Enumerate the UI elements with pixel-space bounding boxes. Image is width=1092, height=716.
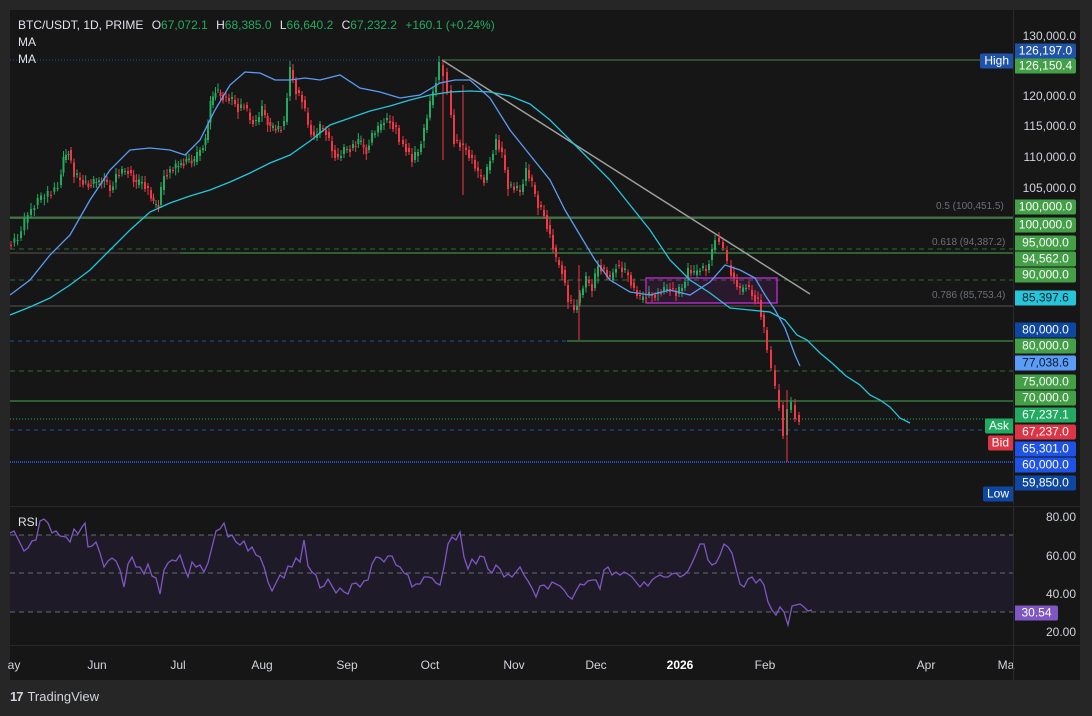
- price-tick: 115,000.0: [1023, 119, 1077, 133]
- price-tag: 67,237.1: [1015, 407, 1076, 423]
- ma-fast-line: [10, 71, 801, 367]
- low-tag: Low: [982, 486, 1013, 502]
- high-tag: High: [980, 53, 1013, 69]
- rsi-value-tag: 30.54: [1015, 605, 1058, 621]
- ask-tag: Ask: [984, 418, 1013, 434]
- month-label: Nov: [503, 658, 525, 672]
- rsi-line: [10, 518, 813, 628]
- ohlc-row: BTC/USDT, 1D, PRIME O67,072.1 H68,385.0 …: [18, 18, 495, 32]
- fib-label-0786: 0.786 (85,753.4): [932, 290, 1006, 301]
- fib-label-0618: 0.618 (94,387.2): [932, 237, 1006, 248]
- price-tag: 67,237.0: [1015, 424, 1076, 440]
- tradingview-logo[interactable]: 17 TradingView: [10, 689, 99, 704]
- price-tick: 105,000.0: [1022, 181, 1076, 195]
- price-chart-canvas: [10, 56, 1013, 463]
- rsi-tick: 40.00: [1045, 587, 1076, 601]
- rsi-scale[interactable]: 80.00 60.00 40.00 20.00 30.54: [1013, 506, 1080, 645]
- rsi-canvas: [10, 518, 1013, 628]
- low-value: 66,640.2: [286, 18, 334, 32]
- month-label: Oct: [420, 658, 440, 672]
- price-pane[interactable]: BTC/USDT, 1D, PRIME O67,072.1 H68,385.0 …: [10, 10, 1013, 505]
- price-tag: 65,301.0: [1015, 441, 1076, 457]
- bid-tag: Bid: [987, 435, 1013, 451]
- rsi-tick: 80.00: [1045, 510, 1076, 524]
- price-tag: 100,000.0: [1015, 199, 1076, 215]
- price-tick: 130,000.0: [1022, 29, 1076, 43]
- price-tag: 75,000.0: [1015, 374, 1076, 390]
- axis-corner: [1013, 645, 1080, 680]
- open-value: 67,072.1: [161, 18, 208, 32]
- month-label: Sep: [336, 658, 358, 672]
- price-tag: 95,000.0: [1015, 235, 1076, 251]
- price-tag: 59,850.0: [1015, 475, 1076, 491]
- indicator-ma-fast[interactable]: MA: [18, 35, 36, 49]
- price-tag: 80,000.0: [1015, 322, 1076, 338]
- ma-slow-line: [10, 90, 911, 424]
- price-tag: 80,000.0: [1015, 338, 1076, 354]
- chart-frame: BTC/USDT, 1D, PRIME O67,072.1 H68,385.0 …: [7, 10, 1080, 680]
- chart-legend: BTC/USDT, 1D, PRIME O67,072.1 H68,385.0 …: [18, 17, 495, 68]
- rsi-label[interactable]: RSI: [18, 515, 39, 529]
- price-tick: 110,000.0: [1023, 150, 1077, 164]
- price-tag: 126,150.4: [1015, 58, 1076, 74]
- price-tag: 94,562.0: [1015, 251, 1076, 267]
- rsi-band: [10, 535, 1013, 612]
- month-label: Apr: [916, 658, 936, 672]
- price-tag: 85,397.6: [1015, 290, 1076, 306]
- close-value: 67,232.2: [350, 18, 397, 32]
- price-tick: 120,000.0: [1022, 89, 1076, 103]
- month-label: Jul: [170, 658, 186, 672]
- rsi-tick: 20.00: [1045, 625, 1076, 639]
- price-tag: 60,000.0: [1015, 457, 1076, 473]
- month-label: ay: [7, 658, 21, 672]
- price-tag: 90,000.0: [1015, 267, 1076, 283]
- month-label: Feb: [754, 658, 776, 672]
- rsi-tick: 60.00: [1045, 549, 1076, 563]
- month-label-year: 2026: [666, 658, 694, 672]
- month-label: Jun: [87, 658, 107, 672]
- time-axis[interactable]: ay Jun Jul Aug Sep Oct Nov Dec 2026 Feb …: [7, 645, 1015, 680]
- month-label: Ma: [997, 658, 1015, 672]
- candlesticks: [10, 56, 800, 462]
- price-tag: 126,197.0: [1015, 43, 1076, 59]
- high-value: 68,385.0: [224, 18, 272, 32]
- price-tag: 70,000.0: [1015, 390, 1076, 406]
- symbol-title[interactable]: BTC/USDT, 1D, PRIME: [18, 18, 144, 32]
- month-label: Aug: [251, 658, 273, 672]
- change-value: +160.1 (+0.24%): [405, 18, 495, 32]
- price-tag: 77,038.6: [1015, 355, 1076, 371]
- price-tag: 100,000.0: [1015, 217, 1076, 233]
- rsi-pane[interactable]: RSI: [10, 506, 1013, 645]
- fib-label-05: 0.5 (100,451.5): [936, 201, 1004, 212]
- trendline: [441, 59, 811, 295]
- tradingview-mark-icon: 17: [10, 689, 24, 704]
- brand-name: TradingView: [27, 689, 100, 704]
- price-scale[interactable]: 130,000.0 120,000.0 115,000.0 110,000.0 …: [1013, 10, 1080, 505]
- month-label: Dec: [585, 658, 607, 672]
- indicator-ma-slow[interactable]: MA: [18, 52, 36, 66]
